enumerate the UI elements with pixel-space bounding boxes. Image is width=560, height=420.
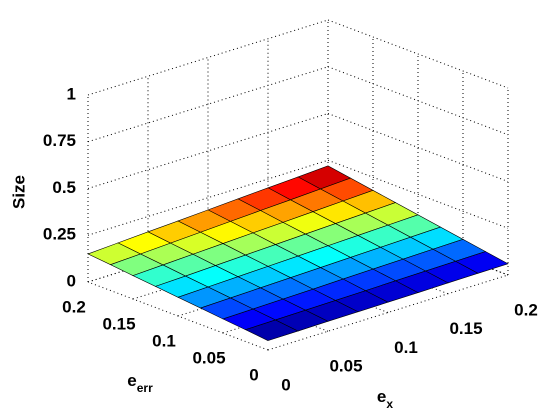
y-tick-label: 0.2 <box>62 297 86 316</box>
surface-patch <box>244 319 299 341</box>
z-tick-label: 0.5 <box>52 178 76 197</box>
y-axis-label-sub: err <box>137 381 153 395</box>
z-axis-label: Size <box>9 175 28 209</box>
x-tick-label: 0.1 <box>394 338 418 357</box>
y-tick-label: 0.05 <box>192 348 225 367</box>
x-tick-label: 0.05 <box>329 357 362 376</box>
grid-line <box>87 113 329 189</box>
y-tick-label: 0.15 <box>102 314 135 333</box>
y-axis-label: eerr <box>127 371 153 395</box>
z-tick-label: 0 <box>67 271 76 290</box>
y-tick-label: 0.1 <box>152 331 176 350</box>
x-tick-label: 0 <box>281 375 290 394</box>
grid-line <box>327 66 509 136</box>
x-tick-label: 0.2 <box>514 300 538 319</box>
x-axis-label-base: e <box>377 387 386 406</box>
z-tick-label: 1 <box>67 84 76 103</box>
y-tick-label: 0 <box>249 365 258 384</box>
grid-line <box>327 159 509 229</box>
grid-line <box>327 19 509 89</box>
y-axis-label-base: e <box>127 371 136 390</box>
grid-line <box>327 113 509 182</box>
x-axis-label-sub: x <box>386 397 393 411</box>
x-tick-label: 0.15 <box>449 319 482 338</box>
z-tick-label: 0.75 <box>43 131 76 150</box>
z-tick-label: 0.25 <box>43 225 76 244</box>
x-axis-label: ex <box>377 387 393 411</box>
